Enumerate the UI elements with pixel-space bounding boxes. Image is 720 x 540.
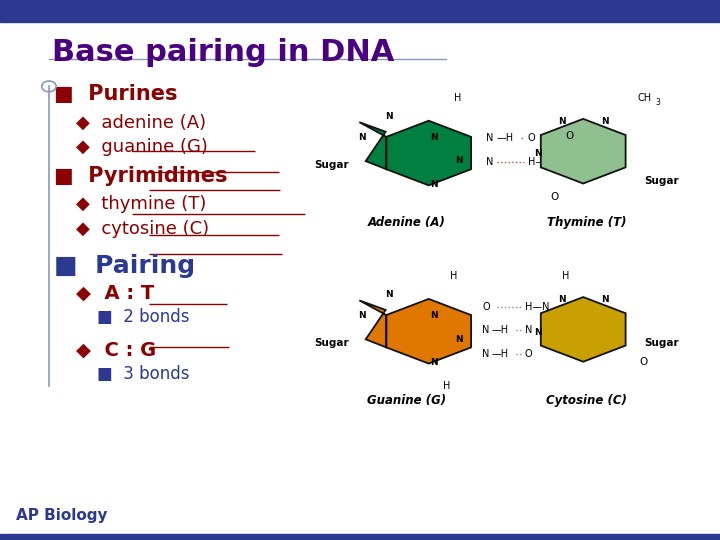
Text: ◆  A : T: ◆ A : T [76, 284, 154, 302]
Text: H: H [450, 271, 457, 281]
Text: Sugar: Sugar [314, 338, 348, 348]
Text: Cytosine (C): Cytosine (C) [546, 394, 627, 407]
Text: O: O [565, 131, 573, 141]
Text: O: O [525, 349, 533, 359]
Text: Thymine (T): Thymine (T) [547, 216, 626, 229]
Text: N: N [431, 359, 438, 367]
Text: N: N [482, 349, 490, 359]
Polygon shape [387, 299, 471, 363]
Text: ◆  adenine (A): ◆ adenine (A) [76, 113, 206, 131]
Text: N: N [385, 290, 392, 299]
Text: —H: —H [497, 133, 514, 143]
Text: Sugar: Sugar [644, 176, 679, 186]
Text: ■  Purines: ■ Purines [54, 84, 178, 104]
Text: —H: —H [492, 349, 509, 359]
Text: N: N [558, 117, 565, 126]
Bar [0, 0, 720, 22]
Text: N: N [455, 335, 462, 343]
Text: N: N [534, 150, 541, 158]
Text: ■  2 bonds: ■ 2 bonds [97, 308, 189, 326]
Text: O: O [528, 133, 536, 143]
Text: N: N [486, 157, 493, 167]
Text: N: N [385, 112, 392, 120]
Text: N: N [431, 133, 438, 142]
Text: CH: CH [637, 92, 652, 103]
Text: H: H [562, 271, 569, 281]
Text: Sugar: Sugar [314, 160, 348, 170]
Text: N: N [601, 295, 608, 304]
Text: ■  3 bonds: ■ 3 bonds [97, 364, 189, 382]
Text: ■  Pairing: ■ Pairing [54, 254, 195, 278]
Text: H—N: H—N [525, 302, 549, 312]
Text: AP Biology: AP Biology [16, 508, 107, 523]
Text: Adenine (A): Adenine (A) [368, 216, 446, 229]
Text: N: N [486, 133, 493, 143]
Text: ◆  thymine (T): ◆ thymine (T) [76, 195, 206, 213]
Text: ◆  C : G: ◆ C : G [76, 340, 156, 359]
Text: N: N [534, 328, 541, 336]
Text: N: N [525, 326, 532, 335]
Polygon shape [387, 121, 471, 185]
Bar [0, 534, 720, 540]
Text: N: N [359, 133, 366, 142]
Polygon shape [359, 300, 387, 347]
Text: O: O [482, 302, 490, 312]
Text: ◆  cytosine (C): ◆ cytosine (C) [76, 220, 209, 238]
Text: O: O [550, 192, 559, 202]
Polygon shape [541, 297, 626, 362]
Text: N: N [431, 180, 438, 189]
Text: Sugar: Sugar [644, 338, 679, 348]
Text: H—N: H—N [528, 157, 552, 167]
Text: Base pairing in DNA: Base pairing in DNA [52, 38, 395, 67]
Text: ◆  guanine (G): ◆ guanine (G) [76, 138, 207, 156]
Text: N: N [359, 312, 366, 320]
Text: N: N [431, 312, 438, 320]
Polygon shape [359, 122, 387, 169]
Polygon shape [541, 119, 626, 184]
Text: O: O [639, 357, 647, 367]
Text: N: N [601, 117, 608, 126]
Text: Guanine (G): Guanine (G) [367, 394, 446, 407]
Text: ■  Pyrimidines: ■ Pyrimidines [54, 166, 228, 186]
Text: N: N [482, 326, 490, 335]
Text: N: N [455, 157, 462, 165]
Text: 3: 3 [655, 98, 660, 107]
Text: H: H [443, 381, 450, 391]
Text: H: H [454, 92, 461, 103]
Text: —H: —H [492, 326, 509, 335]
Text: N: N [558, 295, 565, 304]
